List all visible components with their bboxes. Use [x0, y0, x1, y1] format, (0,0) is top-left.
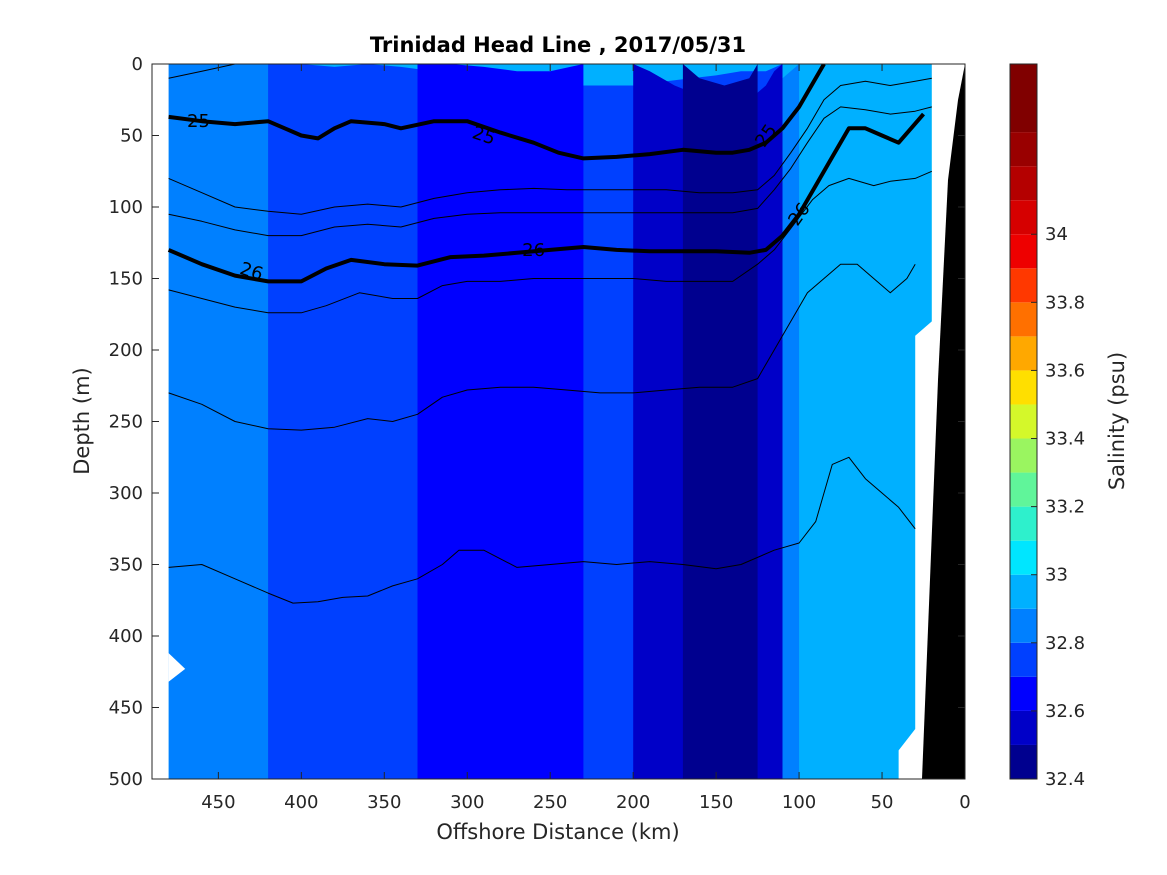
y-tick-label: 350 [109, 555, 143, 576]
isopycnal-line-6 [168, 263, 916, 431]
colorbar-tick-label: 32.8 [1045, 633, 1085, 654]
x-tick-label: 0 [959, 792, 970, 813]
salinity-band-17 [682, 64, 758, 779]
isopycnal-line-0 [168, 64, 826, 161]
y-tick-label: 300 [109, 483, 143, 504]
y-tick-label: 400 [109, 626, 143, 647]
y-tick-label: 150 [109, 269, 143, 290]
x-tick-label: 100 [782, 792, 816, 813]
colorbar-level-11 [1010, 370, 1037, 405]
colorbar-level-13 [1010, 302, 1037, 337]
isopycnal-line-4 [168, 106, 932, 237]
colorbar-level-8 [1010, 472, 1037, 507]
colorbar-tick-label: 33.6 [1045, 360, 1085, 381]
salinity-band-15 [417, 64, 584, 779]
colorbar-level-4 [1010, 608, 1037, 643]
colorbar-tick-label: 33 [1045, 565, 1068, 586]
chart-title: Trinidad Head Line , 2017/05/31 [370, 33, 746, 57]
isopycnal-label-4: 26 [522, 240, 545, 261]
y-tick-label: 250 [109, 412, 143, 433]
x-tick-label: 250 [533, 792, 567, 813]
x-tick-label: 350 [367, 792, 401, 813]
colorbar-level-6 [1010, 540, 1037, 575]
x-tick-label: 400 [284, 792, 318, 813]
colorbar-level-0 [1010, 744, 1037, 779]
colorbar-tick-label: 33.8 [1045, 292, 1085, 313]
y-axis-label: Depth (m) [70, 367, 94, 474]
nodata-notch [168, 653, 186, 682]
isopycnal-line-3 [168, 77, 932, 215]
colorbar-level-15 [1010, 234, 1037, 269]
colorbar-frame [1009, 63, 1038, 780]
colorbar-level-16 [1010, 200, 1037, 235]
x-tick-label: 200 [616, 792, 650, 813]
isopycnal-line-5 [168, 170, 932, 314]
colorbar-level-10 [1010, 404, 1037, 439]
x-axis-label: Offshore Distance (km) [436, 820, 679, 844]
isopycnal-line-2 [168, 64, 236, 79]
colorbar-level-19 [1010, 64, 1037, 133]
colorbar-level-3 [1010, 642, 1037, 677]
colorbar-tick-label: 32.4 [1045, 769, 1085, 790]
colorbar-tick-label: 33.2 [1045, 497, 1085, 518]
y-tick-label: 500 [109, 769, 143, 790]
colorbar [1010, 64, 1037, 779]
x-axis: 450 400 350 300 250 200 150 100 50 0 [201, 64, 971, 813]
x-tick-label: 50 [871, 792, 894, 813]
isopycnal-line-1 [167, 112, 926, 284]
nodata-left-edge [152, 64, 169, 779]
y-tick-label: 100 [109, 197, 143, 218]
colorbar-level-18 [1010, 132, 1037, 167]
colorbar-level-1 [1010, 710, 1037, 745]
y-tick-label: 450 [109, 698, 143, 719]
x-tick-label: 450 [201, 792, 235, 813]
colorbar-level-7 [1010, 506, 1037, 541]
colorbar-level-17 [1010, 166, 1037, 201]
colorbar-ticks: 32.4 32.6 32.8 33 33.2 33.4 33.6 33.8 34 [1031, 224, 1085, 790]
y-tick-label: 50 [120, 126, 143, 147]
isopycnal-contours [167, 64, 932, 604]
colorbar-level-5 [1010, 574, 1037, 609]
y-tick-label: 200 [109, 340, 143, 361]
colorbar-tick-label: 34 [1045, 224, 1068, 245]
y-tick-label: 0 [132, 54, 143, 75]
x-tick-label: 300 [450, 792, 484, 813]
colorbar-tick-label: 32.6 [1045, 701, 1085, 722]
salinity-fill [168, 64, 932, 779]
y-axis: 0 50 100 150 200 250 300 350 400 450 500 [109, 54, 965, 790]
colorbar-level-2 [1010, 676, 1037, 711]
x-tick-label: 150 [699, 792, 733, 813]
colorbar-level-14 [1010, 268, 1037, 303]
colorbar-label: Salinity (psu) [1105, 352, 1129, 490]
isopycnal-line-7 [168, 456, 916, 604]
colorbar-level-12 [1010, 336, 1037, 371]
isopycnal-label-0: 25 [187, 111, 210, 132]
colorbar-level-9 [1010, 438, 1037, 473]
colorbar-tick-label: 33.4 [1045, 429, 1085, 450]
seafloor-bathymetry [922, 64, 965, 779]
